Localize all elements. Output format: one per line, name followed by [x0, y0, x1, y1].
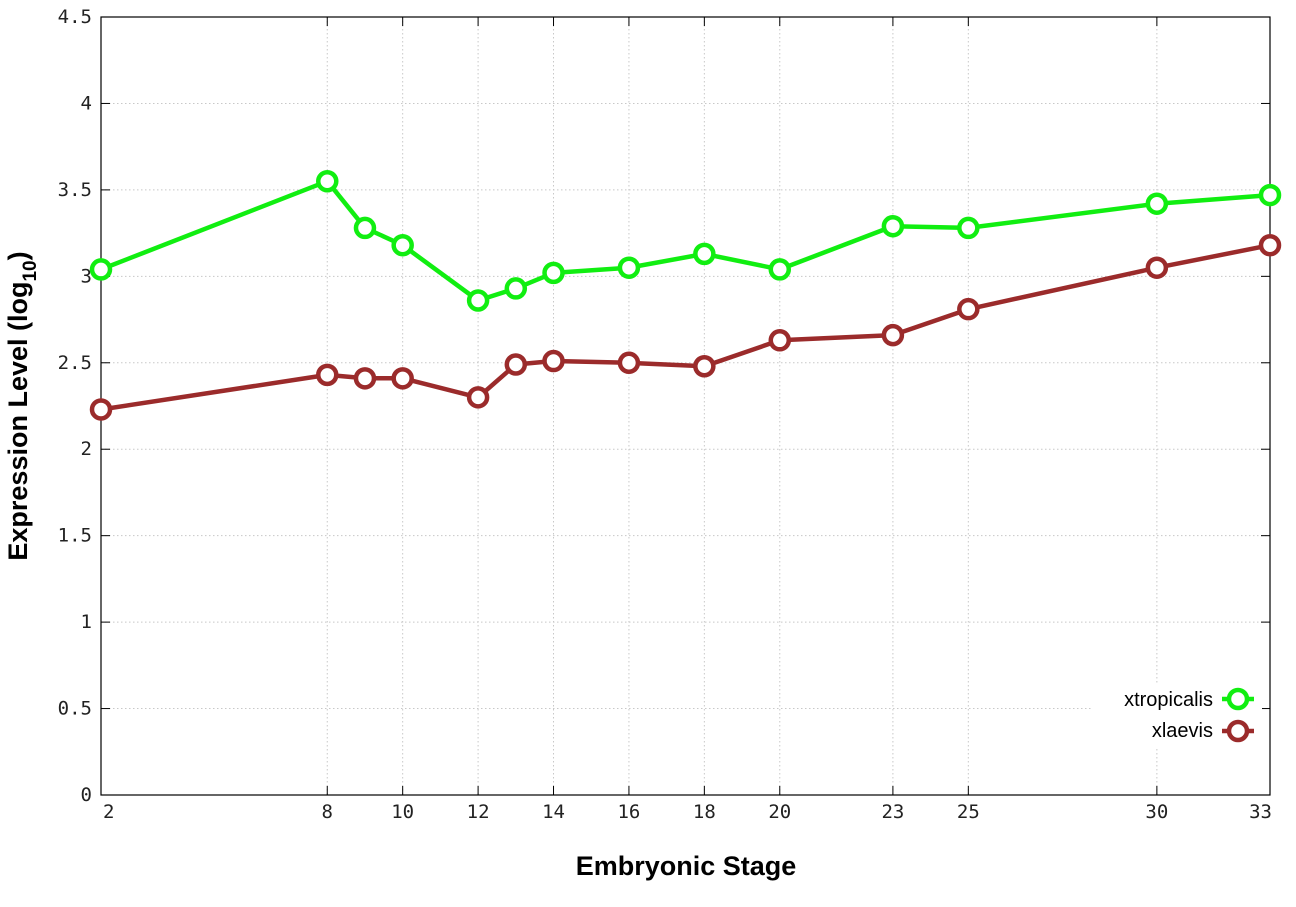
series-xlaevis — [89, 233, 1282, 421]
data-point-xlaevis — [466, 386, 490, 409]
y-tick-label: 0 — [81, 784, 92, 806]
y-axis-title-close: ) — [3, 251, 33, 260]
x-tick-label: 33 — [1249, 801, 1272, 823]
legend-marker-xlaevis — [1226, 719, 1250, 743]
y-tick-label: 0.5 — [58, 698, 92, 720]
data-point-xtropicalis — [466, 289, 490, 312]
y-tick-label: 2 — [81, 438, 92, 460]
y-axis-title-subscript: 10 — [20, 260, 41, 281]
y-tick-label: 2.5 — [58, 352, 92, 374]
x-tick-label: 12 — [467, 801, 490, 823]
series-xtropicalis — [89, 169, 1282, 312]
data-point-xlaevis — [542, 349, 565, 373]
data-point-xtropicalis — [353, 216, 377, 240]
x-tick-label: 8 — [322, 801, 333, 823]
data-point-xlaevis — [881, 323, 905, 347]
x-tick-label: 10 — [391, 801, 414, 823]
data-point-xtropicalis — [542, 261, 565, 285]
data-point-xtropicalis — [89, 258, 113, 281]
y-tick-label: 4 — [81, 92, 92, 114]
x-tick-label: 14 — [542, 801, 565, 823]
y-axis-title-main: Expression Level (log — [3, 282, 33, 561]
series-layer — [89, 169, 1282, 421]
data-point-xtropicalis — [316, 169, 339, 193]
x-tick-label: 2 — [103, 801, 114, 823]
data-point-xtropicalis — [504, 277, 528, 300]
x-tick-label: 30 — [1145, 801, 1168, 823]
y-tick-label: 4.5 — [58, 6, 92, 28]
data-point-xlaevis — [693, 354, 716, 378]
legend-label-xtropicalis: xtropicalis — [1124, 689, 1213, 711]
data-point-xlaevis — [353, 367, 377, 390]
axis-ticks: 0 0.5 1 1.5 2 2.5 3 3.5 4 4.5 2 8 10 12 14 16 18 20 23 25 30… — [58, 6, 1272, 823]
data-point-xlaevis — [391, 367, 414, 390]
data-point-xtropicalis — [1258, 183, 1282, 207]
series-line-xlaevis — [100, 242, 1271, 412]
data-point-xtropicalis — [617, 256, 641, 279]
y-tick-label: 3.5 — [58, 179, 92, 201]
grid-lines — [101, 17, 1270, 795]
data-point-xtropicalis — [768, 258, 792, 281]
data-point-xlaevis — [1145, 256, 1169, 279]
x-tick-label: 20 — [768, 801, 791, 823]
legend-label-xlaevis: xlaevis — [1152, 720, 1213, 742]
plot-frame — [100, 16, 1271, 796]
data-point-xlaevis — [957, 297, 980, 321]
data-point-xtropicalis — [693, 242, 716, 266]
data-point-xlaevis — [617, 351, 641, 375]
y-tick-label: 1.5 — [58, 525, 92, 547]
data-point-xlaevis — [89, 398, 113, 421]
x-axis-title: Embryonic Stage — [576, 851, 797, 881]
x-tick-label: 18 — [693, 801, 716, 823]
data-point-xlaevis — [1258, 233, 1282, 257]
x-tick-label: 23 — [881, 801, 904, 823]
data-point-xtropicalis — [881, 214, 905, 238]
legend: xtropicalis xlaevis — [1092, 683, 1262, 749]
y-tick-label: 1 — [81, 611, 92, 633]
data-point-xtropicalis — [957, 216, 980, 240]
y-tick-label: 3 — [81, 265, 92, 287]
legend-marker-xtropicalis — [1226, 687, 1250, 711]
data-point-xtropicalis — [391, 233, 414, 257]
data-point-xlaevis — [768, 329, 792, 352]
data-point-xlaevis — [504, 353, 528, 376]
x-tick-label: 16 — [617, 801, 640, 823]
data-point-xlaevis — [316, 363, 339, 387]
x-tick-label: 25 — [957, 801, 980, 823]
data-point-xtropicalis — [1145, 192, 1169, 215]
y-axis-title: Expression Level (log10) — [3, 251, 41, 560]
